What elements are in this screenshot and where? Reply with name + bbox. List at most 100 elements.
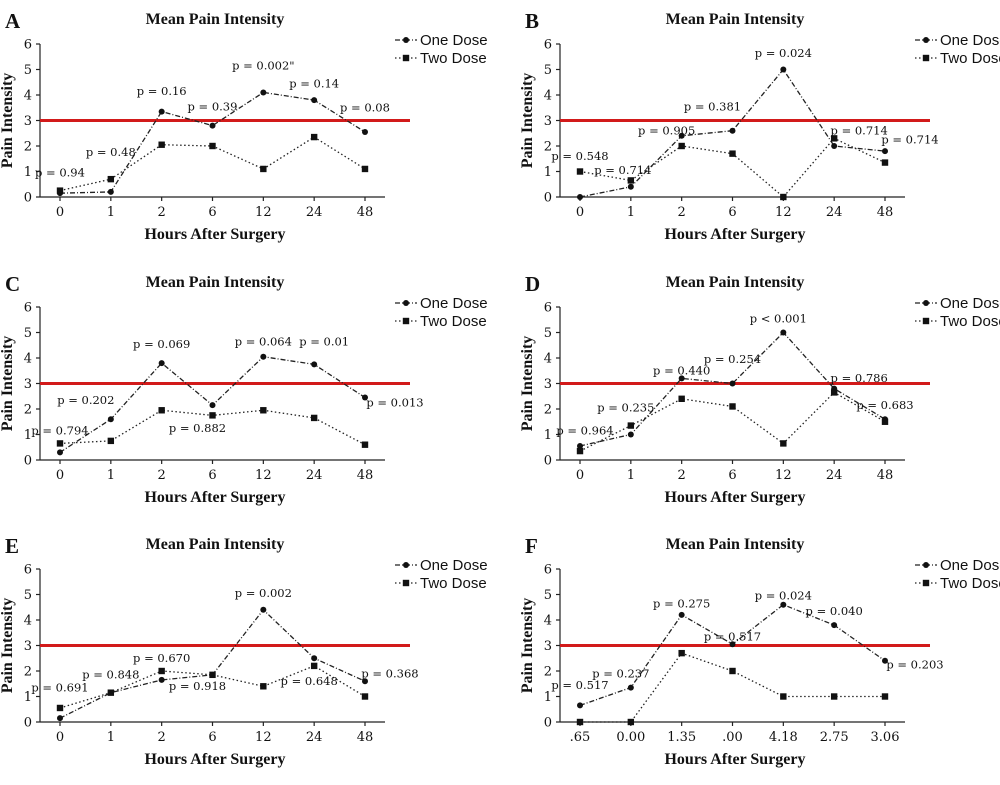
chart-title: Mean Pain Intensity (146, 11, 285, 28)
y-tick-label: 0 (544, 454, 552, 469)
data-point-one-dose (57, 449, 63, 456)
x-tick-label: 2 (158, 205, 166, 220)
legend-label: Two Dose (420, 575, 487, 592)
x-axis-label: Hours After Surgery (664, 751, 805, 768)
data-point-one-dose (780, 601, 787, 608)
x-tick-label: 2.75 (820, 730, 849, 745)
legend-label: One Dose (940, 32, 1000, 49)
x-tick-label: 48 (357, 205, 374, 220)
y-tick-label: 5 (544, 588, 552, 603)
legend-marker-square (402, 317, 410, 325)
x-tick-label: .65 (570, 730, 591, 745)
p-value-label: p = 0.48 (86, 145, 136, 159)
data-point-one-dose (678, 132, 685, 139)
data-point-two-dose (881, 159, 889, 166)
p-value-label: p = 0.203 (886, 657, 943, 671)
x-tick-label: 2 (678, 468, 686, 483)
y-tick-label: 0 (24, 454, 32, 469)
data-point-two-dose (576, 168, 584, 175)
data-point-two-dose (310, 662, 318, 670)
y-tick-label: 5 (544, 63, 552, 78)
data-point-two-dose (56, 187, 64, 194)
series-line-one-dose (579, 331, 886, 447)
x-tick-label: 6 (728, 205, 736, 220)
data-point-one-dose (627, 431, 634, 438)
x-tick-label: 0 (56, 205, 64, 220)
x-tick-label: .00 (722, 730, 743, 745)
y-tick-label: 3 (544, 639, 552, 654)
data-point-two-dose (158, 141, 165, 148)
x-tick-label: 0 (56, 468, 64, 483)
p-value-label: p = 0.275 (653, 596, 710, 610)
y-tick-label: 4 (544, 352, 552, 367)
data-point-two-dose (158, 407, 165, 414)
x-tick-label: 48 (877, 205, 894, 220)
legend-marker-circle (403, 37, 409, 43)
p-value-label: p = 0.848 (82, 668, 139, 682)
y-axis-label: Pain Intensity (0, 336, 16, 432)
y-tick-label: 4 (24, 89, 32, 104)
chart-title: Mean Pain Intensity (146, 274, 285, 291)
legend-marker-square (402, 54, 410, 62)
x-tick-label: 2 (678, 205, 686, 220)
y-tick-label: 5 (544, 326, 552, 341)
x-tick-label: 0 (576, 205, 584, 220)
p-value-label: p = 0.94 (35, 166, 85, 180)
y-tick-label: 1 (544, 428, 552, 443)
series-line-two-dose (580, 652, 885, 723)
p-value-label: p = 0.683 (856, 398, 913, 412)
p-value-label: p = 0.548 (551, 149, 608, 163)
p-value-label: p = 0.064 (235, 334, 292, 348)
data-point-one-dose (678, 611, 685, 618)
p-value-label: p = 0.714 (881, 132, 938, 146)
y-tick-label: 4 (24, 614, 32, 629)
y-axis-label: Pain Intensity (0, 73, 16, 169)
data-point-one-dose (780, 66, 787, 73)
p-value-label: p = 0.918 (169, 679, 226, 693)
y-tick-label: 3 (544, 114, 552, 129)
x-tick-label: 6 (208, 730, 216, 745)
x-tick-label: 0 (576, 468, 584, 483)
data-point-two-dose (729, 150, 736, 157)
y-tick-label: 5 (24, 63, 32, 78)
x-tick-label: 12 (255, 730, 272, 745)
x-tick-label: 12 (255, 205, 272, 220)
p-value-label: p = 0.691 (31, 680, 88, 694)
panel-letter: D (525, 272, 540, 296)
y-tick-label: 1 (24, 428, 32, 443)
x-tick-label: 4.18 (769, 730, 798, 745)
p-value-label: p = 0.16 (137, 84, 187, 98)
y-tick-label: 3 (24, 639, 32, 654)
legend-label: Two Dose (940, 575, 1000, 592)
y-tick-label: 4 (544, 89, 552, 104)
p-value-label: p = 0.368 (361, 666, 418, 680)
data-point-one-dose (577, 442, 583, 449)
data-point-one-dose (311, 655, 318, 662)
chart-title: Mean Pain Intensity (666, 274, 805, 291)
legend-label: One Dose (940, 295, 1000, 312)
y-tick-label: 6 (24, 563, 32, 578)
p-value-label: p = 0.794 (31, 424, 88, 438)
chart-title: Mean Pain Intensity (146, 536, 285, 553)
data-point-one-dose (158, 360, 165, 367)
x-tick-label: 48 (357, 468, 374, 483)
p-value-label: p = 0.905 (638, 124, 695, 138)
x-tick-label: 6 (728, 468, 736, 483)
y-tick-label: 6 (544, 38, 552, 53)
x-tick-label: 2 (158, 468, 166, 483)
y-axis-label: Pain Intensity (0, 598, 16, 694)
x-tick-label: 6 (208, 468, 216, 483)
panel-letter: C (5, 272, 20, 296)
legend-label: One Dose (420, 557, 488, 574)
p-value-label: p = 0.235 (597, 401, 654, 415)
data-point-two-dose (627, 422, 635, 429)
data-point-two-dose (260, 407, 267, 414)
x-tick-label: 2 (158, 730, 166, 745)
data-point-two-dose (881, 418, 889, 425)
p-value-label: p = 0.069 (133, 337, 190, 351)
data-point-two-dose (107, 689, 115, 696)
data-point-one-dose (362, 678, 368, 685)
y-tick-label: 2 (544, 140, 552, 155)
